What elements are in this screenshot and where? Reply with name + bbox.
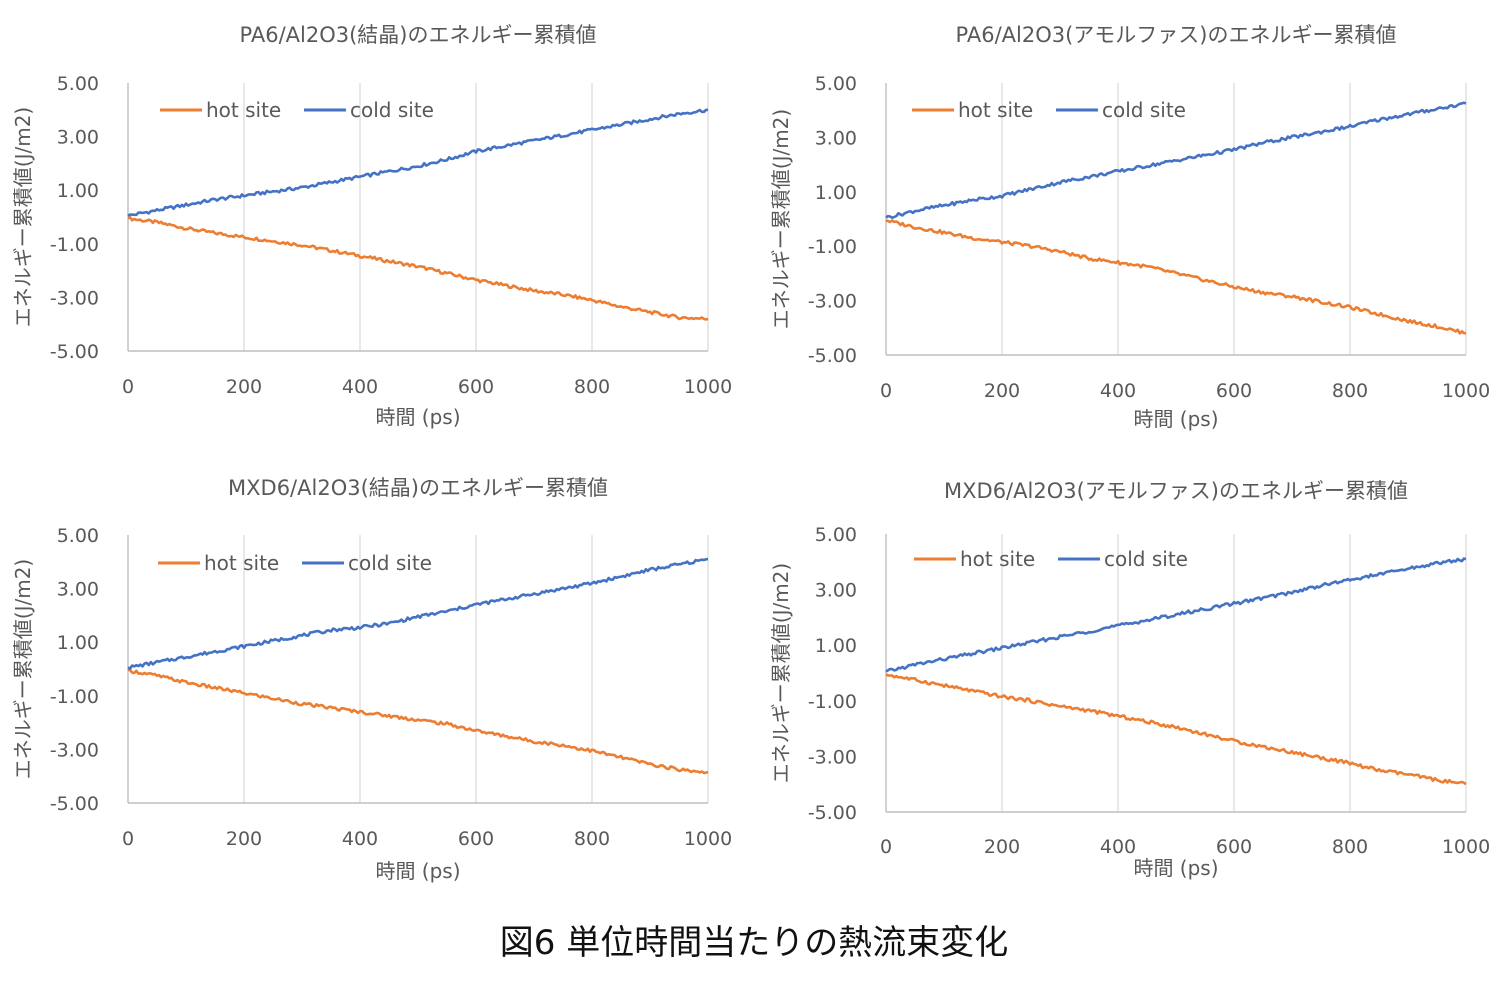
- legend-label: hot site: [960, 547, 1035, 571]
- x-tick-label: 600: [458, 828, 494, 850]
- x-tick-label: 400: [1100, 836, 1136, 858]
- x-tick-label: 0: [122, 376, 134, 398]
- x-tick-label: 600: [458, 376, 494, 398]
- y-tick-label: 3.00: [815, 580, 857, 602]
- x-tick-label: 200: [226, 828, 262, 850]
- series-line-hot-site: [885, 219, 1467, 335]
- y-tick-label: 1.00: [815, 182, 857, 204]
- y-tick-label: -3.00: [50, 287, 99, 309]
- x-tick-label: 0: [122, 828, 134, 850]
- series-line-cold-site: [127, 108, 709, 217]
- y-tick-label: 1.00: [815, 635, 857, 657]
- x-tick-label: 800: [574, 828, 610, 850]
- y-tick-label: -1.00: [50, 234, 99, 256]
- x-tick-label: 1000: [684, 376, 732, 398]
- chart-title: MXD6/Al2O3(アモルファス)のエネルギー累積値: [944, 479, 1408, 503]
- y-tick-label: -5.00: [808, 802, 857, 824]
- y-tick-label: -1.00: [808, 236, 857, 258]
- x-tick-label: 200: [984, 836, 1020, 858]
- x-tick-label: 800: [1332, 836, 1368, 858]
- x-axis-label: 時間 (ps): [1133, 856, 1218, 880]
- y-tick-label: -3.00: [808, 746, 857, 768]
- y-axis-label: エネルギー累積値(J/m2): [769, 563, 793, 783]
- series-line-cold-site: [885, 557, 1467, 673]
- chart-panel-1: PA6/Al2O3(結晶)のエネルギー累積値 0 200 400 600 800 1000 5…: [11, 23, 732, 429]
- chart-panel-3: MXD6/Al2O3(結晶)のエネルギー累積値 0 200 400 600 800 1000…: [11, 476, 732, 883]
- x-tick-label: 600: [1216, 836, 1252, 858]
- chart-title: PA6/Al2O3(アモルファス)のエネルギー累積値: [956, 23, 1397, 47]
- y-tick-label: 5.00: [815, 73, 857, 95]
- y-tick-label: 3.00: [815, 127, 857, 149]
- series-line-hot-site: [127, 216, 709, 321]
- y-tick-label: 5.00: [815, 524, 857, 546]
- x-axis-label: 時間 (ps): [375, 405, 460, 429]
- y-axis-label: エネルギー累積値(J/m2): [11, 107, 35, 327]
- legend-label: hot site: [958, 98, 1033, 122]
- figure-caption: 図6 単位時間当たりの熱流束変化: [499, 923, 1009, 963]
- y-tick-label: 5.00: [57, 525, 99, 547]
- x-tick-label: 200: [226, 376, 262, 398]
- series-line-hot-site: [127, 668, 709, 775]
- y-tick-label: 1.00: [57, 632, 99, 654]
- chart-title: PA6/Al2O3(結晶)のエネルギー累積値: [240, 23, 597, 47]
- legend-label: hot site: [206, 98, 281, 122]
- y-tick-label: 3.00: [57, 579, 99, 601]
- x-tick-label: 200: [984, 380, 1020, 402]
- x-tick-label: 400: [1100, 380, 1136, 402]
- y-tick-label: -3.00: [50, 739, 99, 761]
- y-axis-label: エネルギー累積値(J/m2): [11, 559, 35, 779]
- legend-label: cold site: [1104, 547, 1188, 571]
- y-tick-label: -5.00: [808, 345, 857, 367]
- chart-panel-2: PA6/Al2O3(アモルファス)のエネルギー累積値 0 200 400 600 800 1…: [769, 23, 1490, 431]
- series-line-cold-site: [127, 557, 709, 670]
- x-tick-label: 400: [342, 376, 378, 398]
- y-tick-label: 1.00: [57, 180, 99, 202]
- chart-title: MXD6/Al2O3(結晶)のエネルギー累積値: [228, 476, 608, 500]
- series-line-hot-site: [885, 673, 1467, 786]
- y-tick-label: -1.00: [50, 686, 99, 708]
- x-tick-label: 0: [880, 836, 892, 858]
- y-tick-label: 3.00: [57, 127, 99, 149]
- chart-panel-4: MXD6/Al2O3(アモルファス)のエネルギー累積値 0 200 400 600 800…: [769, 479, 1490, 880]
- x-tick-label: 600: [1216, 380, 1252, 402]
- legend-label: cold site: [350, 98, 434, 122]
- x-axis-label: 時間 (ps): [375, 859, 460, 883]
- y-axis-label: エネルギー累積値(J/m2): [769, 109, 793, 329]
- y-tick-label: -5.00: [50, 793, 99, 815]
- x-tick-label: 0: [880, 380, 892, 402]
- x-tick-label: 800: [574, 376, 610, 398]
- legend-label: cold site: [1102, 98, 1186, 122]
- legend-label: cold site: [348, 551, 432, 575]
- y-tick-label: -3.00: [808, 291, 857, 313]
- y-tick-label: 5.00: [57, 73, 99, 95]
- series-line-cold-site: [885, 101, 1467, 219]
- x-tick-label: 1000: [1442, 836, 1490, 858]
- x-tick-label: 400: [342, 828, 378, 850]
- x-tick-label: 800: [1332, 380, 1368, 402]
- x-tick-label: 1000: [684, 828, 732, 850]
- x-axis-label: 時間 (ps): [1133, 407, 1218, 431]
- x-tick-label: 1000: [1442, 380, 1490, 402]
- y-tick-label: -5.00: [50, 341, 99, 363]
- y-tick-label: -1.00: [808, 691, 857, 713]
- legend-label: hot site: [204, 551, 279, 575]
